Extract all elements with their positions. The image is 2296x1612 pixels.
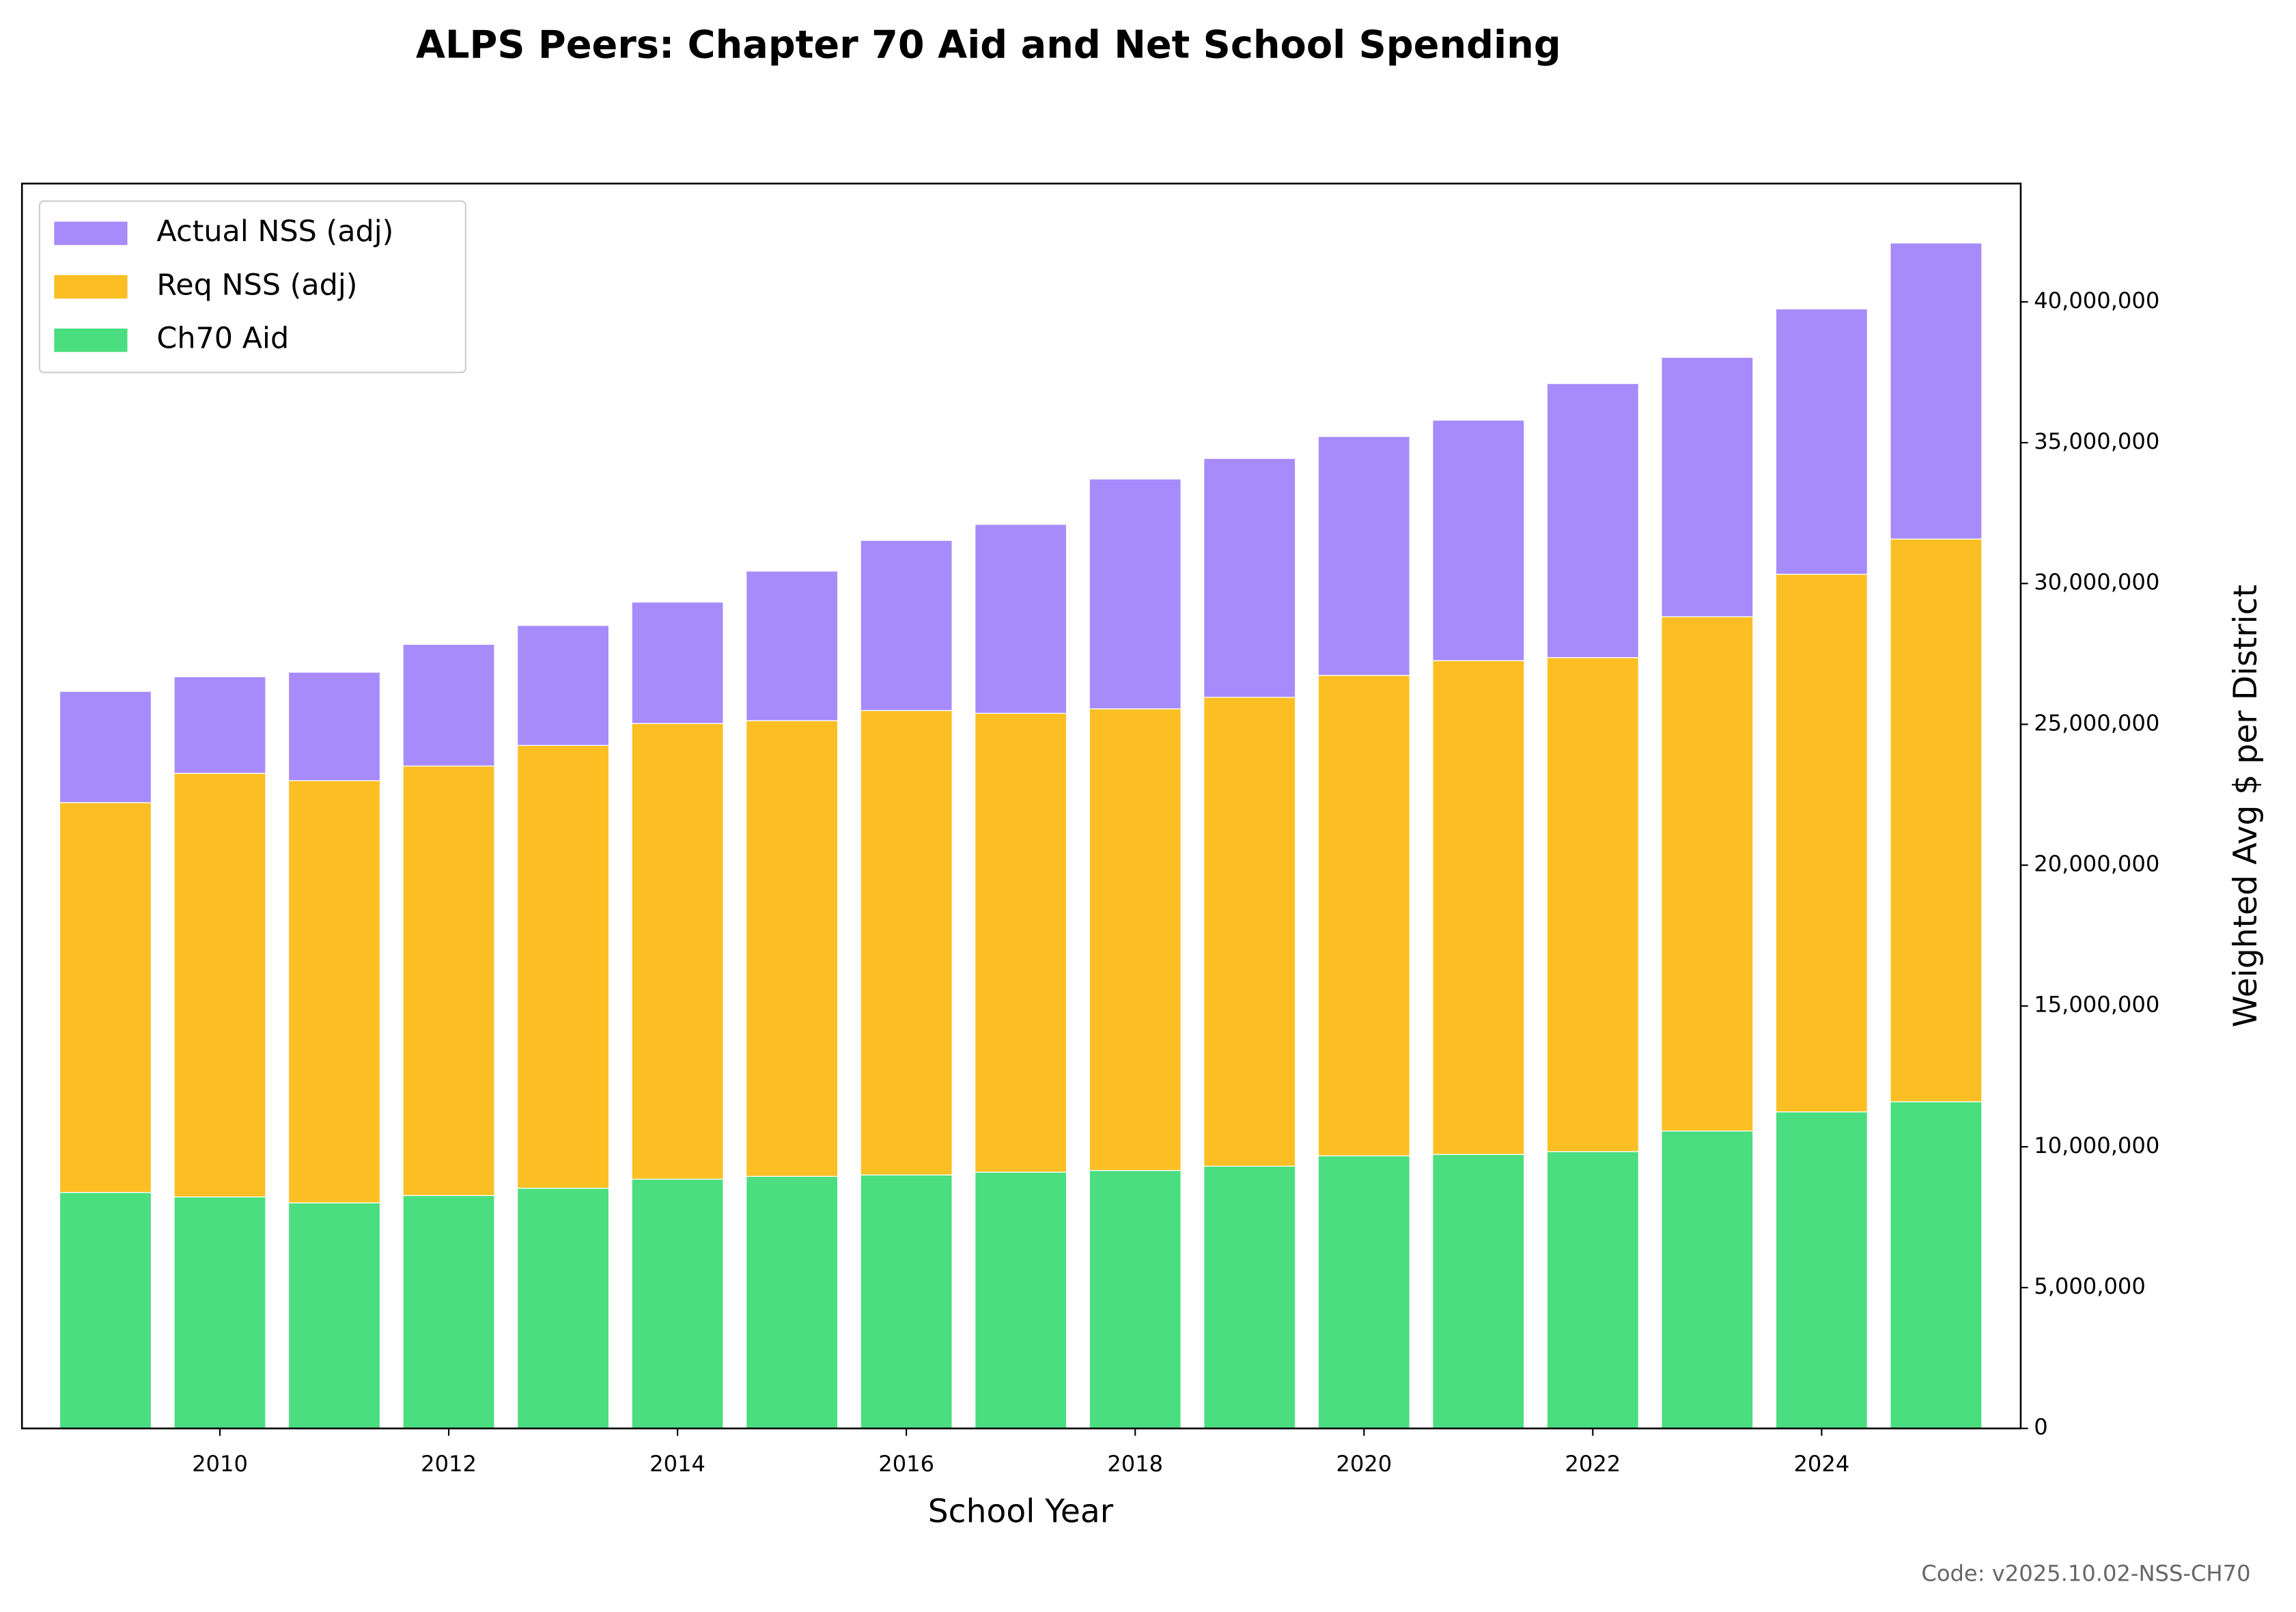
bar-segment: [516, 625, 610, 746]
bar-segment: [1317, 436, 1410, 676]
bar-segment: [860, 710, 953, 1176]
x-tick-label: 2012: [421, 1451, 477, 1477]
bar-segment: [975, 712, 1067, 1173]
bar-segment: [1775, 574, 1868, 1113]
y-axis-label: Weighted Avg $ per District: [2227, 585, 2265, 1027]
x-axis-label: School Year: [928, 1493, 1114, 1531]
bar-segment: [402, 643, 495, 767]
footer: Code: v2025.10.02-NSS-CH70: [1921, 1561, 2250, 1587]
bar-segment: [1432, 419, 1525, 661]
bar-segment: [1317, 1155, 1410, 1429]
bar-segment: [516, 1187, 610, 1429]
x-tick-label: 2014: [649, 1451, 705, 1477]
bar-segment: [59, 691, 152, 803]
bar-segment: [1203, 458, 1296, 698]
x-tick-label: 2024: [1793, 1451, 1849, 1477]
legend-swatch: [54, 275, 128, 299]
y-tick-label: 25,000,000: [2034, 710, 2159, 736]
bar-segment: [402, 765, 495, 1196]
bar-segment: [288, 780, 381, 1204]
bar-segment: [59, 802, 152, 1193]
y-tick-label: 15,000,000: [2034, 992, 2159, 1018]
bar-segment: [1890, 538, 1983, 1102]
bar-segment: [745, 720, 839, 1177]
legend-box: [38, 200, 466, 374]
bar-segment: [975, 524, 1067, 714]
bar-segment: [1546, 657, 1639, 1152]
bar-segment: [173, 1196, 266, 1429]
bar-segment: [288, 1202, 381, 1429]
bar-segment: [402, 1195, 495, 1429]
bar-segment: [173, 773, 266, 1197]
bar-segment: [1775, 308, 1868, 575]
bar-segment: [631, 601, 724, 724]
bar-segment: [173, 676, 266, 774]
bar-segment: [1661, 616, 1754, 1132]
x-tick-label: 2022: [1565, 1451, 1621, 1477]
bar-segment: [1775, 1111, 1868, 1429]
legend-label: Req NSS (adj): [156, 268, 357, 302]
bar-segment: [860, 540, 953, 711]
bar-segment: [1661, 357, 1754, 617]
x-tick-label: 2010: [192, 1451, 248, 1477]
y-tick-label: 35,000,000: [2034, 428, 2159, 454]
bar-segment: [516, 745, 610, 1189]
bar-segment: [1089, 1169, 1181, 1429]
x-tick-label: 2018: [1107, 1451, 1163, 1477]
bar-segment: [745, 1176, 839, 1429]
y-tick-label: 5,000,000: [2034, 1273, 2146, 1299]
x-tick-label: 2016: [878, 1451, 934, 1477]
bar-segment: [59, 1192, 152, 1429]
y-tick-label: 0: [2034, 1414, 2047, 1440]
x-tick-label: 2020: [1336, 1451, 1392, 1477]
bar-segment: [745, 570, 839, 721]
bar-segment: [1317, 675, 1410, 1156]
bar-segment: [631, 1178, 724, 1429]
y-tick-label: 20,000,000: [2034, 851, 2159, 877]
legend-swatch: [54, 329, 128, 352]
bar-segment: [1203, 697, 1296, 1167]
bar-segment: [1890, 242, 1983, 540]
bar-segment: [1890, 1101, 1983, 1429]
bar-segment: [1546, 1151, 1639, 1429]
bar-segment: [1203, 1165, 1296, 1429]
plot-frame: [20, 182, 2022, 1430]
bar-segment: [1661, 1130, 1754, 1429]
bar-segment: [1546, 383, 1639, 658]
y-tick-label: 40,000,000: [2034, 288, 2159, 314]
bar-segment: [631, 723, 724, 1180]
bar-segment: [1432, 660, 1525, 1155]
bar-segment: [288, 671, 381, 781]
chart-title: ALPS Peers: Chapter 70 Aid and Net Schoo…: [416, 23, 1561, 67]
legend-swatch: [54, 221, 128, 245]
y-tick-label: 30,000,000: [2034, 569, 2159, 595]
bar-segment: [1089, 478, 1181, 710]
bar-segment: [860, 1174, 953, 1429]
bar-segment: [1432, 1154, 1525, 1429]
legend-label: Ch70 Aid: [156, 322, 289, 356]
legend-label: Actual NSS (adj): [156, 214, 393, 249]
bar-segment: [975, 1171, 1067, 1429]
bar-segment: [1089, 708, 1181, 1171]
y-tick-label: 10,000,000: [2034, 1132, 2159, 1158]
